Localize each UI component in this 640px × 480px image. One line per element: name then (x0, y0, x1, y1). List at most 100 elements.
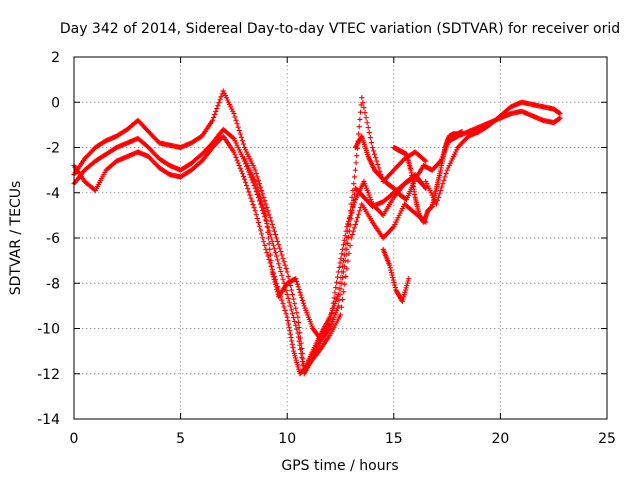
data-point-interp (338, 255, 344, 261)
y-axis-label: SDTVAR / TECUs (8, 181, 24, 296)
data-point-interp (346, 250, 352, 256)
data-point-interp (332, 290, 338, 296)
data-point-interp (439, 184, 445, 190)
data-point-interp (239, 138, 246, 144)
data-point-interp (270, 242, 276, 248)
x-tick-label: 20 (491, 431, 509, 447)
data-point-interp (337, 291, 343, 298)
data-point-interp (259, 199, 265, 205)
data-point-interp (211, 114, 217, 121)
data-point (269, 269, 275, 275)
data-point-interp (299, 295, 305, 301)
data-point-interp (236, 127, 242, 134)
data-point-interp (340, 242, 347, 248)
data-point-interp (339, 280, 345, 286)
data-point-interp (285, 295, 291, 302)
data-point (344, 224, 350, 230)
data-point-interp (347, 222, 353, 228)
data-point-interp (331, 295, 337, 301)
data-point (263, 212, 269, 218)
data-point-interp (370, 148, 377, 154)
data-point (369, 144, 376, 151)
data-point-interp (289, 341, 295, 347)
data-point-interp (239, 171, 246, 177)
data-point-interp (340, 246, 346, 252)
data-point-interp (328, 316, 334, 322)
data-point-interp (297, 289, 303, 295)
data-point-interp (297, 342, 303, 348)
data-point-interp (345, 221, 351, 227)
data-point-interp (342, 281, 348, 287)
data-point-interp (255, 219, 262, 225)
data-point-interp (388, 267, 394, 273)
data-point-interp (351, 202, 357, 208)
data-point-interp (266, 241, 272, 247)
data-point-interp (347, 213, 353, 219)
data-point-interp (294, 326, 300, 332)
data-point-interp (345, 240, 351, 246)
series-track-5 (352, 108, 563, 203)
data-point-interp (348, 210, 354, 216)
data-point-interp (261, 194, 267, 200)
data-point-interp (350, 205, 356, 211)
data-point-interp (249, 198, 255, 204)
y-tick-label: -12 (37, 367, 60, 383)
data-point (335, 269, 341, 275)
y-tick-label: -14 (37, 412, 60, 428)
data-point-interp (392, 284, 398, 291)
data-point-interp (251, 205, 257, 211)
data-point-interp (256, 192, 263, 198)
data-point-interp (271, 228, 278, 234)
x-tick-label: 15 (385, 431, 403, 447)
data-point-interp (442, 174, 448, 180)
y-tick-label: -4 (46, 186, 60, 202)
data-point-interp (351, 181, 357, 187)
data-point-interp (216, 100, 222, 106)
data-point-interp (233, 117, 239, 123)
data-point-interp (247, 192, 253, 198)
data-point-interp (257, 184, 264, 190)
data-point-interp (296, 286, 302, 293)
data-point-interp (274, 286, 280, 292)
data-point (273, 253, 280, 259)
data-point-interp (298, 350, 304, 356)
data-point-interp (232, 152, 238, 158)
y-tick-label: 0 (51, 95, 60, 111)
data-point-interp (214, 105, 220, 112)
data-point-interp (333, 284, 339, 291)
data-point-interp (441, 177, 447, 183)
data-point-interp (235, 160, 241, 166)
data-point-interp (354, 153, 360, 159)
data-point-interp (281, 304, 287, 310)
data-point-interp (290, 345, 296, 351)
data-point-interp (363, 115, 369, 121)
data-point-interp (338, 286, 344, 292)
data-point-interp (295, 319, 302, 325)
data-point-interp (341, 263, 347, 269)
data-point-interp (263, 218, 270, 224)
data-point-interp (269, 263, 275, 269)
data-point-interp (285, 317, 291, 324)
data-point-interp (294, 281, 301, 287)
series-track-1 (71, 88, 429, 372)
data-point-interp (300, 300, 307, 306)
data-point-interp (273, 284, 279, 290)
data-point-interp (244, 182, 250, 189)
data-point-interp (350, 228, 356, 234)
data-point-interp (257, 195, 264, 202)
data-point-interp (390, 277, 396, 283)
data-point-interp (343, 228, 349, 234)
data-point (263, 217, 269, 223)
data-point-interp (238, 168, 244, 174)
data-point (273, 235, 280, 241)
data-point-interp (353, 218, 360, 224)
data-point-interp (349, 207, 355, 213)
data-point-interp (267, 246, 273, 252)
data-point-interp (280, 276, 286, 282)
data-point-interp (275, 257, 281, 263)
data-point-interp (343, 273, 349, 280)
data-point-interp (293, 322, 299, 328)
data-point-interp (233, 154, 239, 161)
data-point (209, 117, 216, 123)
